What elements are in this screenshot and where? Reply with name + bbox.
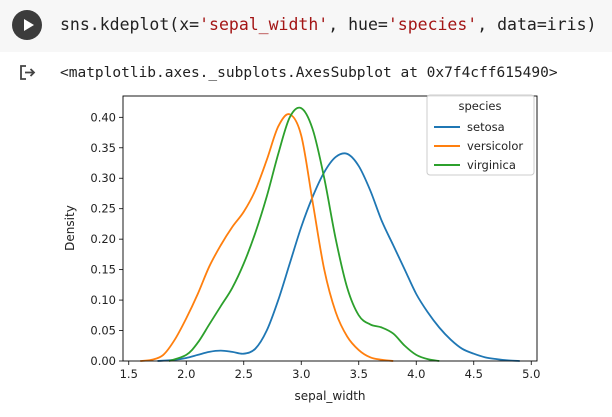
- x-axis-ticks: 1.5 2.0 2.5 3.0 3.5 4.0 4.5 5.0: [120, 361, 540, 381]
- output-text: <matplotlib.axes._subplots.AxesSubplot a…: [60, 65, 558, 81]
- legend-label-setosa: setosa: [467, 120, 505, 134]
- y-tick-label: 0.05: [90, 324, 116, 338]
- x-tick-label: 2.0: [177, 367, 195, 381]
- legend-box: [426, 94, 535, 176]
- run-cell-button[interactable]: [12, 10, 42, 40]
- y-tick-label: 0.25: [90, 202, 116, 216]
- x-tick-label: 5.0: [522, 367, 540, 381]
- code-line[interactable]: sns.kdeplot(x='sepal_width', hue='specie…: [60, 12, 596, 38]
- series-line-setosa: [157, 152, 520, 362]
- legend-label-versicolor: versicolor: [467, 139, 523, 153]
- code-hue-arg: 'species': [387, 15, 478, 34]
- legend-label-virginica: virginica: [467, 158, 516, 172]
- plot-curves: [140, 106, 520, 362]
- x-tick-label: 2.5: [235, 367, 253, 381]
- code-x-arg: 'sepal_width': [199, 15, 329, 34]
- output-arrow-icon[interactable]: [18, 64, 36, 87]
- code-function: sns.kdeplot(x=: [60, 15, 200, 34]
- y-tick-label: 0.15: [90, 263, 116, 277]
- legend-title: species: [459, 99, 502, 113]
- x-axis-label: sepal_width: [294, 389, 365, 403]
- y-tick-label: 0.40: [90, 110, 116, 124]
- x-tick-label: 3.5: [350, 367, 368, 381]
- y-tick-label: 0.20: [90, 232, 116, 246]
- x-tick-label: 4.5: [465, 367, 483, 381]
- y-tick-label: 0.10: [90, 293, 116, 307]
- play-icon: [24, 19, 34, 31]
- y-tick-label: 0.35: [90, 141, 116, 155]
- x-tick-label: 1.5: [120, 367, 138, 381]
- code-cell-input[interactable]: sns.kdeplot(x='sepal_width', hue='specie…: [0, 0, 612, 52]
- y-tick-label: 0.00: [90, 354, 116, 368]
- plot-frame: [122, 95, 538, 362]
- code-end: , data=iris): [477, 15, 597, 34]
- kde-plot: 1.5 2.0 2.5 3.0 3.5 4.0 4.5 5.0 0.00 0.05 0.10 0.1…: [63, 94, 540, 403]
- x-tick-label: 3.0: [292, 367, 310, 381]
- y-tick-label: 0.30: [90, 171, 116, 185]
- series-line-virginica: [168, 106, 440, 362]
- x-tick-label: 4.0: [407, 367, 425, 381]
- code-separator: , hue=: [328, 15, 388, 34]
- series-line-versicolor: [140, 113, 394, 362]
- y-axis-label: Density: [63, 205, 77, 251]
- y-axis-ticks: 0.00 0.05 0.10 0.15 0.20 0.25 0.30 0.35 0.40: [90, 110, 123, 368]
- legend: species setosa versicolor virginica: [426, 94, 535, 176]
